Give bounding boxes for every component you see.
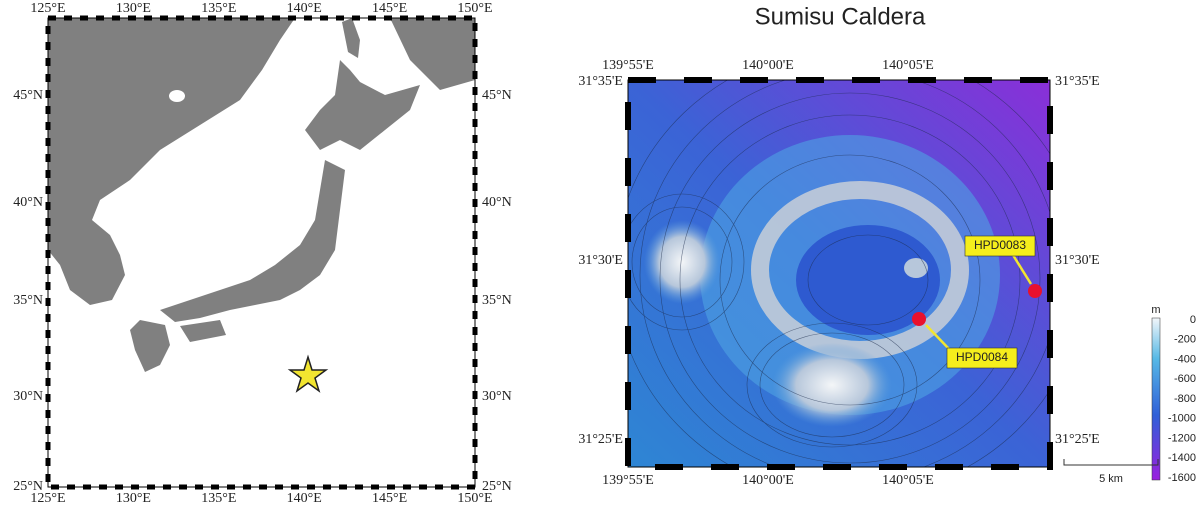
colorbar-unit: m — [1151, 304, 1160, 316]
honshu — [160, 160, 345, 322]
lon-label: 150°E — [457, 1, 492, 16]
site-marker — [1028, 284, 1042, 298]
russia-east — [390, 18, 475, 90]
lon-label: 150°E — [457, 491, 492, 506]
lat-label: 31°35'E — [578, 74, 623, 89]
lon-label: 139°55'E — [602, 473, 654, 488]
site-label: HPD0083 — [974, 238, 1026, 252]
lon-label: 140°05'E — [882, 473, 934, 488]
lat-label: 30°N — [482, 389, 512, 404]
site-pointer — [925, 324, 951, 351]
west-cone — [644, 220, 720, 304]
colorbar-label: -1600 — [1168, 472, 1196, 484]
lon-label: 140°00'E — [742, 473, 794, 488]
map-title: Sumisu Caldera — [755, 3, 926, 30]
scale-label: 5 km — [1099, 473, 1123, 485]
lat-label: 31°30'E — [578, 253, 623, 268]
lon-label: 125°E — [30, 491, 65, 506]
colorbar-label: -400 — [1174, 353, 1196, 365]
lon-label: 145°E — [372, 1, 407, 16]
shikoku — [180, 320, 226, 342]
lon-label: 130°E — [116, 1, 151, 16]
frame-ticks — [45, 15, 478, 490]
lat-label: 45°N — [482, 88, 512, 103]
lat-label: 30°N — [13, 389, 43, 404]
kyushu — [130, 320, 170, 372]
site-label: HPD0084 — [956, 350, 1008, 364]
south-cone — [772, 343, 892, 427]
lon-label: 135°E — [201, 491, 236, 506]
right-map — [628, 80, 1050, 467]
lat-label: 35°N — [482, 293, 512, 308]
lon-label: 145°E — [372, 491, 407, 506]
sakhalin — [342, 18, 360, 58]
site-label-box — [946, 347, 1018, 369]
lat-label: 35°N — [13, 293, 43, 308]
scale-bar — [1063, 459, 1159, 466]
lon-label: 130°E — [116, 491, 151, 506]
star-marker — [287, 354, 329, 393]
lon-label: 125°E — [30, 1, 65, 16]
frame-ticks — [625, 77, 1053, 470]
colorbar-label: -1000 — [1168, 413, 1196, 425]
colorbar-label: -200 — [1174, 334, 1196, 346]
lat-label: 31°35'E — [1055, 74, 1100, 89]
colorbar-label: -1200 — [1168, 432, 1196, 444]
lat-label: 31°25'E — [578, 432, 623, 447]
mainland — [48, 18, 295, 305]
lon-label: 140°05'E — [882, 58, 934, 73]
central-cone — [904, 258, 928, 278]
site-marker — [912, 312, 926, 326]
lat-label: 31°30'E — [1055, 253, 1100, 268]
lake — [169, 90, 185, 102]
colorbar-label: -600 — [1174, 373, 1196, 385]
contours — [628, 80, 1050, 467]
colorbar-label: 0 — [1190, 314, 1196, 326]
lat-label: 31°25'E — [1055, 432, 1100, 447]
lat-label: 45°N — [13, 88, 43, 103]
lon-label: 135°E — [201, 1, 236, 16]
lat-label: 25°N — [13, 479, 43, 494]
site-label-box — [964, 235, 1036, 257]
lat-label: 40°N — [482, 195, 512, 210]
lon-label: 140°E — [287, 491, 322, 506]
site-pointer — [1011, 254, 1033, 285]
colorbar-label: -800 — [1174, 393, 1196, 405]
colorbar-label: -1400 — [1168, 452, 1196, 464]
lon-label: 140°00'E — [742, 58, 794, 73]
lat-label: 40°N — [13, 195, 43, 210]
lon-label: 140°E — [287, 1, 322, 16]
colorbar — [1151, 317, 1161, 481]
caldera-floor — [796, 225, 940, 335]
lat-label: 25°N — [482, 479, 512, 494]
hokkaido — [305, 60, 420, 150]
lon-label: 139°55'E — [602, 58, 654, 73]
left-map — [45, 15, 478, 490]
